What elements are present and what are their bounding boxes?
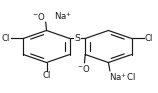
Text: Na$^{+}$: Na$^{+}$ xyxy=(54,10,72,22)
Text: Na$^{+}$Cl: Na$^{+}$Cl xyxy=(109,71,136,83)
Text: $^{-}$O: $^{-}$O xyxy=(77,63,91,74)
Text: Cl: Cl xyxy=(145,34,153,43)
Text: Cl: Cl xyxy=(42,71,51,80)
Text: S: S xyxy=(75,34,80,43)
Text: Cl: Cl xyxy=(2,34,10,43)
Text: $^{-}$O: $^{-}$O xyxy=(32,11,46,22)
